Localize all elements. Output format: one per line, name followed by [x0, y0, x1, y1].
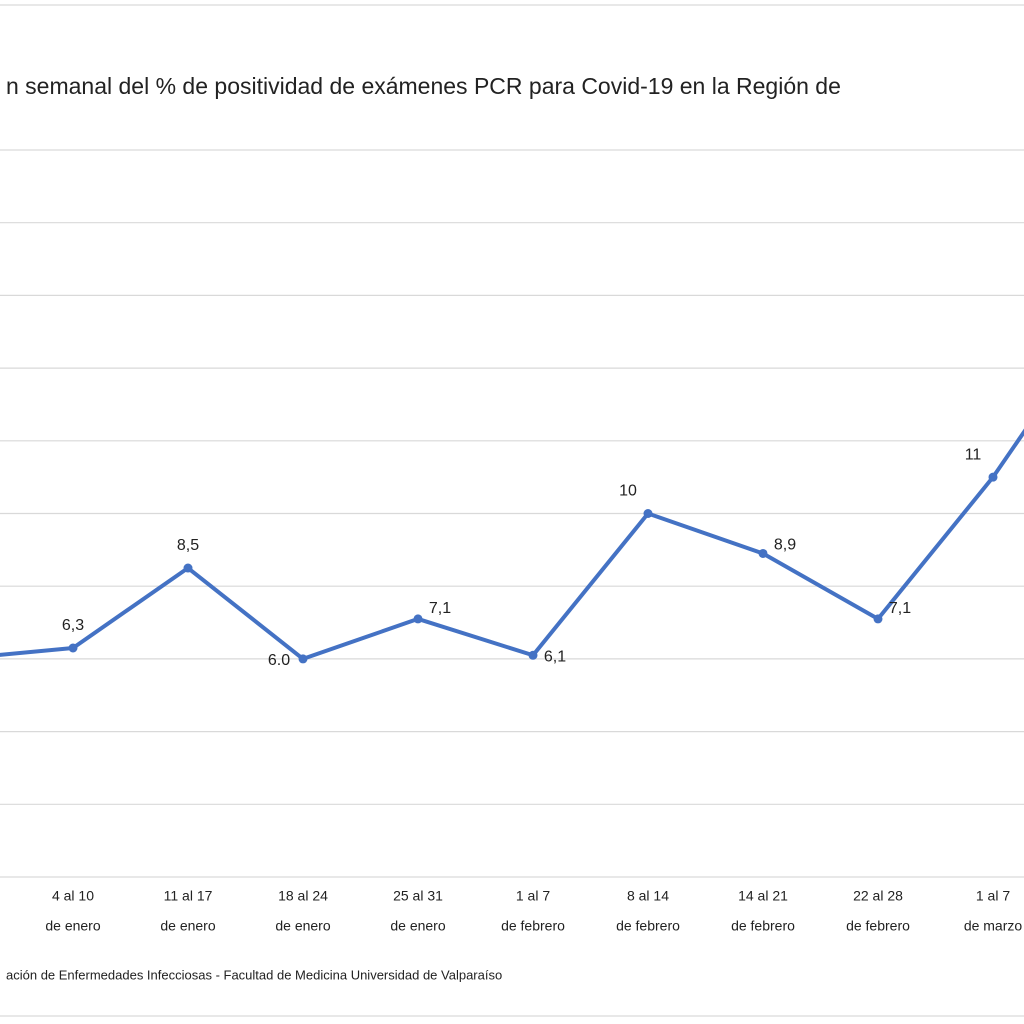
data-point: [643, 509, 653, 518]
data-label: 6,3: [62, 617, 84, 634]
x-tick-label: de marzo: [964, 918, 1023, 934]
x-tick-label: de enero: [45, 918, 100, 934]
x-tick-label: 1 al 7: [976, 888, 1010, 904]
x-tick-label: de febrero: [501, 918, 565, 934]
x-tick-label: 1 al 7: [516, 888, 550, 904]
data-label: 7,1: [889, 600, 911, 617]
x-tick-label: de enero: [390, 918, 445, 934]
chart-title: n semanal del % de positividad de exámen…: [6, 73, 841, 99]
x-tick-label: 14 al 21: [738, 888, 788, 904]
data-label: 8,9: [774, 537, 796, 554]
data-label: 6,1: [544, 648, 566, 665]
data-label: 7,1: [429, 600, 451, 617]
data-point: [988, 472, 998, 482]
data-label: 11: [965, 446, 982, 463]
x-tick-label: de enero: [160, 918, 215, 934]
x-tick-label: 11 al 17: [164, 888, 213, 904]
x-tick-label: de febrero: [616, 918, 680, 934]
source-note: ación de Enfermedades Infecciosas - Facu…: [6, 967, 502, 982]
data-line: [0, 428, 1024, 661]
x-tick-label: 25 al 31: [393, 888, 443, 904]
data-point: [873, 614, 883, 624]
data-label: 10: [619, 483, 637, 500]
x-tick-label: 22 al 28: [853, 888, 903, 904]
x-tick-label: 4 al 10: [52, 888, 94, 904]
x-tick-label: 18 al 24: [278, 888, 328, 904]
data-point: [68, 643, 78, 653]
data-point: [298, 654, 308, 664]
data-point: [528, 650, 538, 660]
data-point: [183, 563, 193, 573]
x-tick-label: de enero: [275, 918, 330, 934]
data-point: [758, 548, 768, 558]
x-tick-label: 8 al 14: [627, 888, 669, 904]
x-tick-label: de febrero: [731, 918, 795, 934]
x-tick-label: de febrero: [846, 918, 910, 934]
data-point: [413, 614, 423, 624]
data-label: 8,5: [177, 537, 199, 554]
data-label: 6.0: [268, 652, 290, 669]
